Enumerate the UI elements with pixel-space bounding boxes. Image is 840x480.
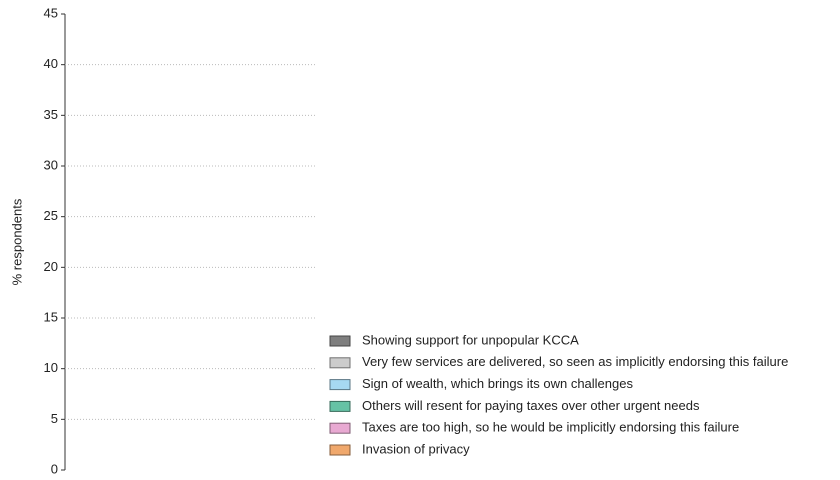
y-tick-label: 40 bbox=[44, 56, 58, 71]
legend-label: Taxes are too high, so he would be impli… bbox=[362, 420, 739, 435]
legend-label: Very few services are delivered, so seen… bbox=[362, 354, 788, 369]
legend-swatch bbox=[329, 335, 351, 347]
legend-label: Invasion of privacy bbox=[362, 441, 470, 456]
legend-swatch bbox=[329, 422, 351, 434]
y-tick-label: 45 bbox=[44, 5, 58, 20]
legend-swatch bbox=[329, 357, 351, 369]
legend-label: Sign of wealth, which brings its own cha… bbox=[362, 376, 633, 391]
y-axis-label: % respondents bbox=[9, 198, 24, 285]
y-tick-label: 20 bbox=[44, 259, 58, 274]
legend-swatch bbox=[329, 444, 351, 456]
y-tick-label: 25 bbox=[44, 208, 58, 223]
y-tick-label: 30 bbox=[44, 157, 58, 172]
y-tick-label: 10 bbox=[44, 360, 58, 375]
legend-swatch bbox=[329, 400, 351, 412]
y-tick-label: 35 bbox=[44, 107, 58, 122]
y-tick-label: 0 bbox=[51, 461, 58, 476]
y-tick-label: 5 bbox=[51, 411, 58, 426]
legend-label: Showing support for unpopular KCCA bbox=[362, 332, 579, 347]
legend-swatch bbox=[329, 379, 351, 391]
y-tick-label: 15 bbox=[44, 309, 58, 324]
legend-label: Others will resent for paying taxes over… bbox=[362, 398, 700, 413]
